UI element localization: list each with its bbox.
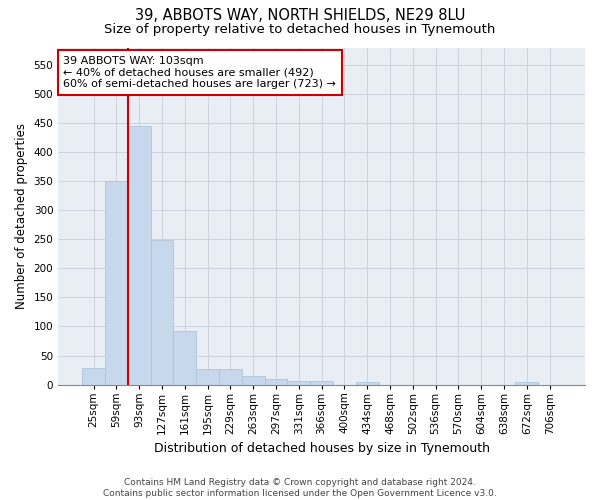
X-axis label: Distribution of detached houses by size in Tynemouth: Distribution of detached houses by size …: [154, 442, 490, 455]
Bar: [173, 330, 196, 384]
Bar: [515, 382, 538, 384]
Bar: [356, 382, 379, 384]
Bar: [105, 181, 128, 384]
Bar: [265, 379, 287, 384]
Text: 39 ABBOTS WAY: 103sqm
← 40% of detached houses are smaller (492)
60% of semi-det: 39 ABBOTS WAY: 103sqm ← 40% of detached …: [64, 56, 337, 89]
Y-axis label: Number of detached properties: Number of detached properties: [15, 123, 28, 309]
Bar: [151, 240, 173, 384]
Bar: [310, 381, 333, 384]
Bar: [82, 368, 105, 384]
Text: 39, ABBOTS WAY, NORTH SHIELDS, NE29 8LU: 39, ABBOTS WAY, NORTH SHIELDS, NE29 8LU: [135, 8, 465, 22]
Bar: [287, 380, 310, 384]
Text: Size of property relative to detached houses in Tynemouth: Size of property relative to detached ho…: [104, 22, 496, 36]
Text: Contains HM Land Registry data © Crown copyright and database right 2024.
Contai: Contains HM Land Registry data © Crown c…: [103, 478, 497, 498]
Bar: [128, 126, 151, 384]
Bar: [219, 370, 242, 384]
Bar: [242, 376, 265, 384]
Bar: [196, 370, 219, 384]
